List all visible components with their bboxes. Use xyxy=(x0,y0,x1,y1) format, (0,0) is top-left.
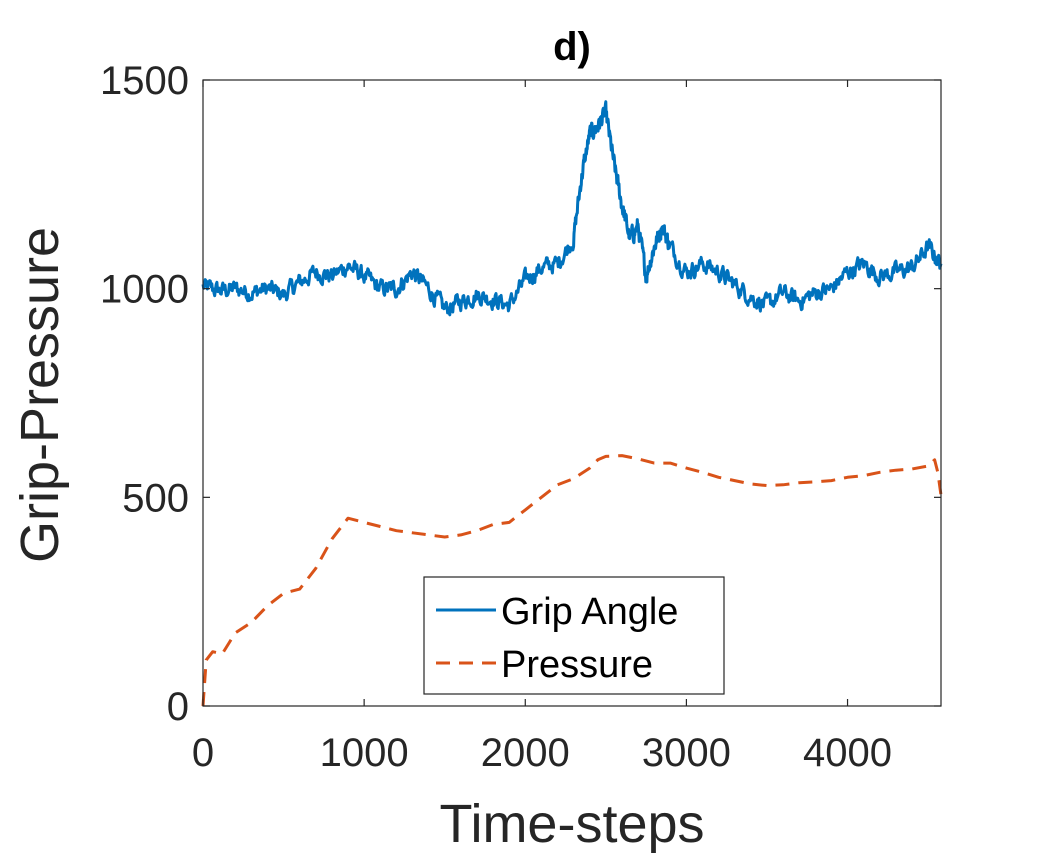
x-axis-label: Time-steps xyxy=(439,794,704,854)
x-tick-label: 1000 xyxy=(320,731,409,775)
x-tick-label: 0 xyxy=(192,731,214,775)
y-tick-label: 500 xyxy=(122,476,189,520)
chart-title: d) xyxy=(553,25,591,69)
y-tick-label: 1000 xyxy=(100,268,189,312)
series-line-grip-angle xyxy=(201,100,943,317)
legend-box xyxy=(423,576,725,695)
x-tick-label: 4000 xyxy=(803,731,892,775)
axes-box xyxy=(202,79,942,707)
plot-series xyxy=(201,100,943,707)
legend-label-grip-angle: Grip Angle xyxy=(501,591,678,633)
axis-ticks: 0 1000 2000 3000 4000 0 500 1000 1500 xyxy=(100,59,941,775)
y-tick-label: 1500 xyxy=(100,59,189,103)
y-axis-label: Grip-Pressure xyxy=(10,227,70,563)
y-tick-label: 0 xyxy=(167,685,189,729)
x-tick-label: 2000 xyxy=(481,731,570,775)
legend: Grip Angle Pressure xyxy=(423,576,725,695)
series-line-pressure xyxy=(201,454,943,707)
legend-label-pressure: Pressure xyxy=(501,644,653,686)
x-tick-label: 3000 xyxy=(642,731,731,775)
